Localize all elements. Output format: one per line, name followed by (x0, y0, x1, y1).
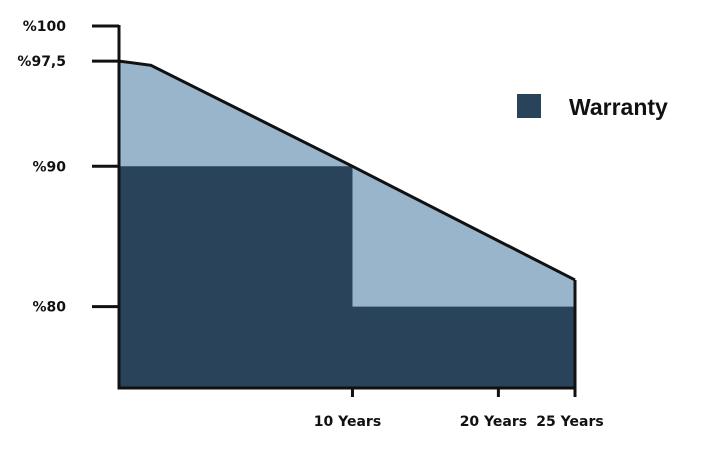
y-tick-label: %97,5 (17, 54, 66, 70)
y-tick-label: %90 (32, 159, 66, 175)
x-tick-label: 20 Years (460, 414, 527, 430)
y-tick-label: %80 (32, 300, 66, 316)
legend-label: Warranty (569, 94, 668, 120)
y-tick-label: %100 (23, 19, 67, 35)
x-tick-label: 10 Years (314, 414, 381, 430)
degradation-line (118, 59, 576, 282)
legend-swatch (517, 94, 541, 118)
warranty-area (119, 166, 575, 388)
x-tick-label: 25 Years (536, 414, 603, 430)
